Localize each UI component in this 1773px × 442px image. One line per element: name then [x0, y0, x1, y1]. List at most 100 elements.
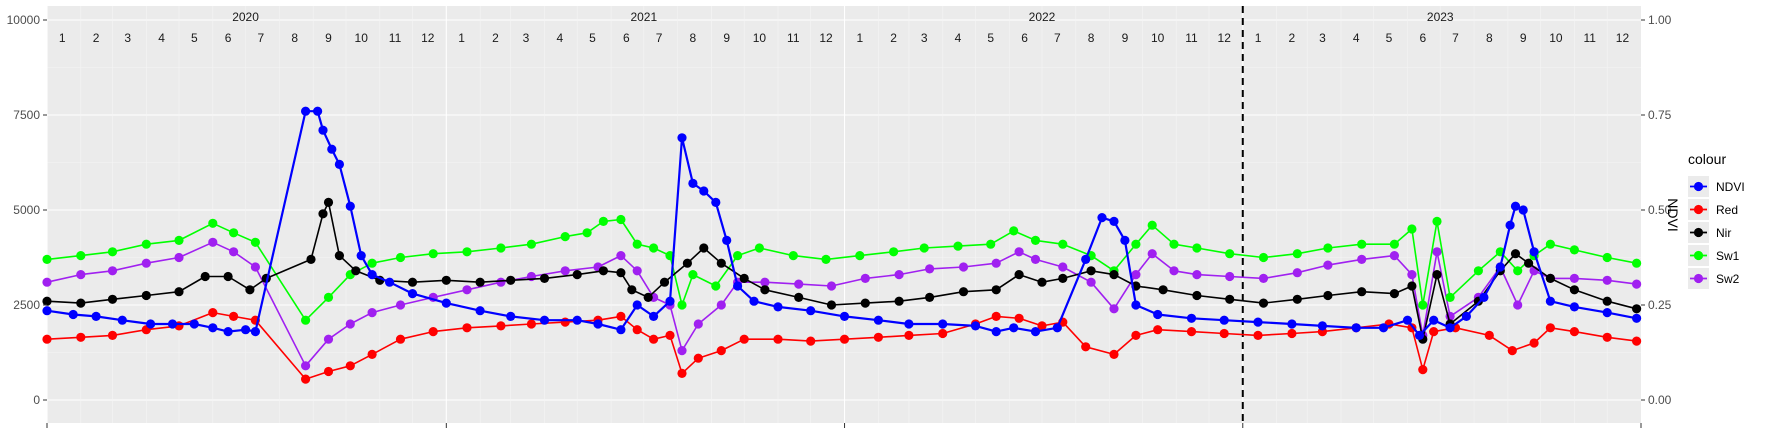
month-label: 4 [1353, 31, 1360, 45]
data-point-nir [107, 294, 118, 304]
data-point-sw1 [616, 214, 626, 225]
data-point-sw1 [582, 228, 592, 238]
data-point-sw2 [693, 319, 703, 329]
data-point-sw2 [894, 270, 904, 280]
data-point-ndvi [970, 321, 981, 331]
data-point-sw2 [367, 308, 377, 318]
month-label: 8 [690, 31, 697, 45]
data-point-ndvi [572, 315, 582, 325]
month-label: 5 [987, 31, 994, 45]
data-point-nir [643, 292, 653, 302]
data-point-sw2 [1389, 251, 1399, 261]
data-point-sw2 [958, 262, 969, 272]
data-point-ndvi [632, 300, 642, 310]
data-point-ndvi [699, 186, 709, 196]
data-point-red [301, 374, 311, 384]
data-point-sw2 [632, 266, 642, 276]
data-point-nir [306, 254, 316, 264]
month-label: 2 [93, 31, 100, 45]
data-point-red [208, 308, 218, 318]
data-point-nir [1037, 277, 1047, 287]
data-point-nir [699, 243, 709, 253]
year-label: 2022 [1029, 10, 1056, 24]
data-point-nir [1058, 273, 1068, 283]
data-point-nir [1632, 304, 1642, 314]
data-point-ndvi [1009, 323, 1019, 333]
data-point-sw2 [716, 300, 726, 310]
legend-title: colour [1688, 151, 1726, 167]
data-point-ndvi [677, 133, 687, 143]
data-point-red [1529, 338, 1539, 348]
month-label: 5 [589, 31, 596, 45]
data-point-sw2 [1602, 275, 1612, 285]
data-point-ndvi [189, 319, 199, 329]
data-point-sw2 [141, 258, 151, 268]
data-point-nir [506, 275, 516, 285]
data-point-sw1 [107, 247, 118, 257]
data-point-ndvi [407, 289, 418, 299]
data-point-red [806, 336, 816, 346]
left-axis-tick-label: 7500 [13, 108, 40, 122]
data-point-red [632, 325, 642, 335]
legend-label-sw1: Sw1 [1716, 249, 1740, 263]
data-point-ndvi [1445, 323, 1455, 333]
month-label: 3 [1319, 31, 1326, 45]
data-point-red [345, 361, 355, 371]
data-point-ndvi [385, 277, 395, 287]
data-point-ndvi [1131, 300, 1141, 310]
data-point-nir [318, 209, 328, 219]
data-point-ndvi [42, 306, 52, 316]
data-point-sw2 [1014, 247, 1024, 257]
data-point-sw1 [1292, 249, 1302, 259]
data-point-ndvi [1120, 235, 1130, 245]
data-point-ndvi [313, 106, 323, 116]
legend-label-red: Red [1716, 203, 1738, 217]
data-point-ndvi [616, 325, 626, 335]
data-point-sw1 [229, 228, 239, 238]
data-point-ndvi [208, 323, 218, 333]
data-point-sw1 [42, 254, 52, 264]
month-label: 9 [325, 31, 332, 45]
month-label: 8 [1486, 31, 1493, 45]
data-point-red [76, 332, 86, 342]
data-point-red [1507, 346, 1517, 356]
data-point-ndvi [938, 319, 948, 329]
data-point-sw1 [1569, 245, 1579, 255]
data-point-sw2 [1357, 254, 1367, 264]
data-point-sw1 [174, 235, 184, 245]
data-point-ndvi [356, 251, 366, 261]
data-point-sw1 [711, 281, 721, 291]
data-point-red [1219, 328, 1229, 339]
month-label: 1 [59, 31, 66, 45]
right-axis-tick-label: 0.00 [1648, 393, 1672, 407]
data-point-ndvi [1052, 323, 1062, 333]
data-point-ndvi [334, 159, 344, 169]
data-point-ndvi [539, 315, 550, 325]
data-point-sw2 [794, 279, 804, 289]
axes: 0 2500 5000 7500 10000 0.00 0.25 0.50 0.75 1.00 [7, 13, 1672, 428]
data-point-nir [598, 266, 609, 276]
data-point-sw1 [1389, 239, 1399, 249]
data-point-nir [958, 287, 969, 297]
month-label: 5 [191, 31, 198, 45]
month-label: 3 [124, 31, 131, 45]
data-point-nir [174, 287, 184, 297]
data-point-red [526, 319, 537, 329]
data-point-red [693, 353, 703, 363]
data-point-nir [1407, 281, 1417, 291]
data-point-red [323, 366, 334, 377]
data-point-ndvi [593, 319, 603, 329]
data-point-nir [760, 285, 770, 295]
data-point-sw2 [174, 252, 184, 263]
data-point-sw2 [1323, 260, 1333, 270]
data-point-ndvi [806, 306, 816, 316]
data-point-nir [1258, 298, 1269, 308]
data-point-sw2 [826, 281, 837, 291]
month-label: 10 [1151, 31, 1165, 45]
month-label: 1 [1255, 31, 1262, 45]
data-point-sw2 [760, 277, 770, 287]
data-point-ndvi [1632, 313, 1642, 323]
month-label: 7 [1054, 31, 1061, 45]
data-point-sw1 [855, 251, 865, 261]
